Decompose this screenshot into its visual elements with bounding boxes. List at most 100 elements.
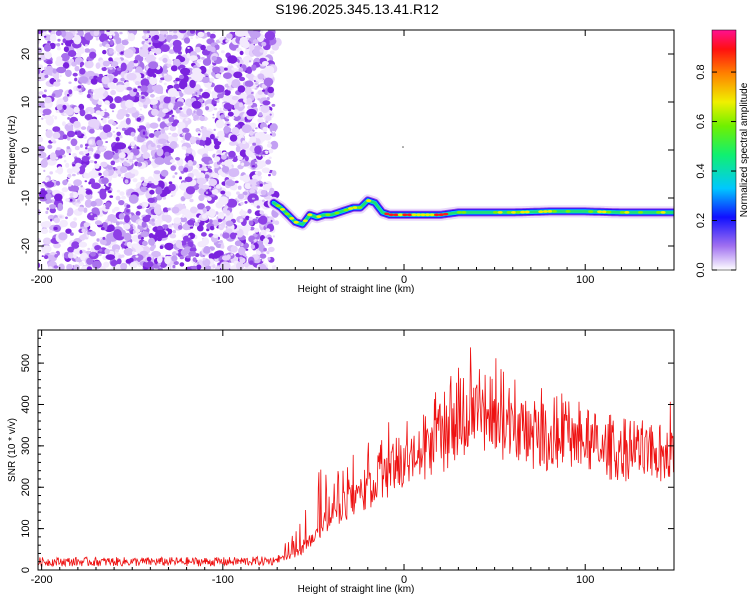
noise-blob (160, 169, 169, 177)
noise-blob (177, 225, 183, 230)
noise-blob (107, 224, 115, 232)
noise-blob (171, 223, 174, 226)
noise-blob (171, 206, 180, 214)
noise-blob (215, 243, 222, 248)
noise-blob (97, 87, 105, 95)
noise-blob (160, 192, 166, 198)
noise-blob (185, 153, 190, 157)
noise-blob (113, 229, 122, 240)
noise-blob (85, 106, 95, 115)
noise-blob (84, 114, 93, 120)
noise-blob (83, 222, 90, 228)
noise-blob (202, 136, 207, 141)
noise-blob (263, 185, 269, 189)
noise-blob (122, 161, 128, 167)
noise-blob (88, 111, 91, 115)
noise-blob (212, 187, 215, 190)
noise-blob (106, 30, 111, 33)
noise-blob (257, 118, 264, 123)
noise-blob (62, 96, 69, 103)
noise-blob (99, 248, 103, 252)
noise-blob (148, 98, 159, 105)
noise-blob (197, 219, 201, 223)
figure-title: S196.2025.345.13.41.R12 (275, 1, 439, 17)
noise-blob (175, 239, 183, 249)
colorbar-tick-label: 0.6 (695, 114, 707, 129)
signal-hotspot (316, 215, 322, 219)
noise-blob (53, 217, 60, 223)
noise-blob (105, 43, 110, 48)
noise-blob (77, 199, 80, 203)
noise-blob (148, 213, 158, 221)
noise-blob (54, 254, 59, 258)
noise-blob (190, 37, 194, 39)
signal-hotspot (415, 213, 422, 217)
noise-blob (139, 77, 143, 81)
signal-hotspot (515, 210, 521, 214)
noise-blob (95, 150, 101, 155)
spectrogram-xtick-label: -200 (31, 274, 53, 286)
noise-blob (164, 74, 173, 82)
noise-blob (214, 84, 225, 93)
noise-blob (71, 166, 81, 173)
noise-blob (142, 182, 148, 187)
noise-blob (226, 123, 230, 126)
noise-blob (50, 33, 57, 42)
noise-blob (146, 256, 152, 262)
noise-blob (172, 229, 176, 234)
colorbar-tick-label: 0.0 (695, 262, 707, 277)
noise-blob (120, 262, 128, 270)
noise-blob (77, 206, 85, 212)
noise-blob (244, 183, 252, 190)
noise-blob (126, 106, 137, 114)
noise-blob (208, 178, 218, 187)
noise-blob (263, 238, 269, 244)
noise-blob (264, 31, 276, 41)
noise-blob (228, 168, 240, 178)
noise-blob (67, 173, 72, 178)
noise-blob (151, 222, 156, 226)
noise-blob (267, 141, 271, 144)
noise-blob (245, 73, 254, 79)
snr-frame (37, 329, 675, 571)
noise-blob (107, 214, 117, 223)
noise-blob (137, 85, 142, 89)
noise-blob (100, 185, 106, 190)
noise-blob (266, 217, 275, 223)
noise-blob (200, 44, 206, 51)
noise-blob (195, 35, 199, 39)
signal-hotspot (565, 210, 571, 213)
noise-blob (102, 124, 112, 133)
noise-blob (126, 241, 132, 248)
noise-blob (250, 184, 253, 187)
noise-blob (99, 33, 109, 43)
noise-blob (181, 133, 185, 136)
noise-blob (257, 139, 261, 143)
noise-blob (122, 241, 126, 244)
noise-blob (200, 56, 205, 60)
noise-blob (242, 174, 250, 183)
noise-blob (120, 166, 128, 174)
noise-blob (223, 125, 230, 134)
noise-blob (44, 96, 52, 104)
noise-blob (138, 47, 149, 58)
noise-blob (119, 191, 125, 196)
noise-blob (210, 42, 215, 48)
noise-blob (173, 217, 182, 224)
noise-blob (118, 152, 126, 159)
noise-blob (224, 89, 231, 96)
noise-blob (40, 228, 49, 235)
noise-blob (108, 250, 115, 256)
noise-blob (197, 224, 204, 232)
noise-blob (241, 124, 252, 134)
noise-blob (40, 221, 51, 228)
noise-blob (269, 50, 275, 55)
noise-blob (105, 202, 111, 208)
noise-blob (176, 253, 178, 256)
spectrogram-xtick-label: 0 (401, 274, 407, 286)
noise-blob (86, 93, 91, 99)
noise-blob (264, 65, 275, 75)
noise-blob (260, 30, 264, 33)
noise-blob (207, 165, 211, 169)
noise-blob (189, 55, 198, 61)
